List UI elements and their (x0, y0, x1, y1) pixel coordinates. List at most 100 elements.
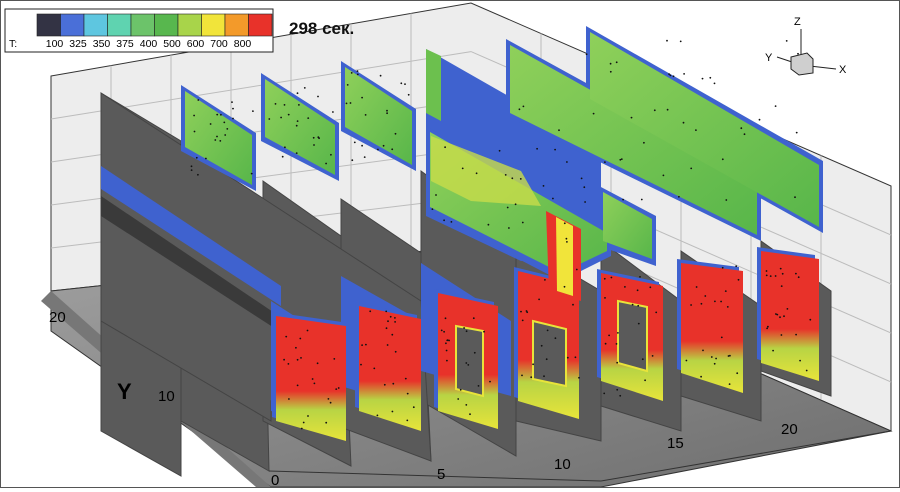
mesh-point (296, 92, 299, 95)
mesh-point (197, 99, 200, 101)
mesh-point (337, 387, 340, 389)
mesh-point (737, 278, 740, 281)
mesh-point (407, 93, 410, 96)
mesh-point (317, 95, 319, 98)
mesh-point (232, 117, 234, 120)
mesh-points (190, 39, 812, 430)
mesh-point (795, 131, 798, 134)
mesh-point (406, 419, 409, 422)
mesh-point (580, 177, 583, 180)
mesh-point (190, 165, 193, 168)
mesh-point (385, 310, 388, 313)
mesh-point (525, 310, 528, 312)
mesh-point (461, 167, 464, 170)
mesh-point (443, 330, 445, 333)
mesh-point (653, 109, 656, 112)
mesh-point (373, 367, 376, 370)
mesh-point (781, 272, 784, 275)
warm-zone (431, 136, 541, 206)
mesh-point (195, 156, 198, 159)
mesh-point (311, 378, 314, 380)
mesh-point (406, 392, 409, 395)
mesh-point (585, 53, 588, 56)
mesh-point (473, 351, 476, 354)
mesh-point (327, 398, 330, 400)
mesh-point (779, 267, 782, 270)
hot-chamber (681, 263, 743, 393)
mesh-point (446, 339, 449, 342)
mesh-point (353, 141, 356, 144)
mesh-point (799, 359, 801, 362)
mesh-point (386, 112, 388, 115)
mesh-point (643, 141, 645, 144)
mesh-point (365, 343, 367, 346)
green-zone (510, 45, 757, 235)
mesh-point (361, 344, 363, 346)
mesh-point (709, 76, 712, 79)
mesh-point (678, 195, 680, 198)
mesh-point (511, 177, 514, 180)
mesh-point (214, 139, 217, 141)
mesh-point (725, 199, 728, 201)
mesh-point (391, 333, 394, 336)
mesh-point (197, 173, 199, 176)
mesh-point (232, 107, 234, 110)
mesh-point (683, 73, 685, 75)
mesh-point (288, 398, 290, 400)
mesh-point (740, 127, 743, 130)
mesh-point (283, 358, 285, 361)
mesh-point (356, 73, 359, 76)
mesh-point (335, 388, 338, 390)
mesh-point (349, 102, 352, 104)
green-zone (590, 32, 819, 227)
mesh-point (385, 327, 388, 330)
mesh-point (332, 111, 334, 113)
mesh-point (540, 344, 543, 347)
legend-level: 600 (187, 38, 205, 50)
hot-chamber (761, 251, 819, 381)
legend-swatch (154, 13, 179, 37)
mesh-point (545, 358, 548, 361)
mesh-point (361, 144, 363, 147)
mesh-point (765, 274, 768, 277)
mesh-point (316, 362, 319, 365)
mesh-point (649, 286, 652, 289)
mesh-point (317, 136, 320, 139)
axis-y-label: Y (765, 52, 773, 64)
mesh-point (333, 358, 336, 360)
mesh-point (325, 421, 328, 424)
y-axis-title: Y (117, 379, 132, 404)
legend-swatch (60, 13, 85, 37)
floor-axis (268, 430, 892, 482)
legend-level: 350 (93, 38, 111, 50)
mesh-point (530, 376, 533, 379)
green-zone (426, 49, 441, 121)
mesh-point (542, 185, 545, 187)
mesh-point (444, 317, 447, 320)
green-zone (345, 67, 412, 165)
x-tick-10: 10 (554, 456, 571, 473)
mesh-point (521, 221, 524, 224)
mesh-point (641, 358, 644, 361)
mesh-point (303, 87, 306, 89)
mesh-point (300, 427, 303, 430)
x-tick-15: 15 (667, 435, 684, 452)
mesh-point (296, 358, 299, 361)
mesh-point (655, 311, 658, 314)
wall-shadow (101, 196, 279, 331)
mesh-point (566, 356, 569, 359)
mesh-point (797, 52, 799, 55)
mesh-point (431, 208, 434, 211)
mesh-point (592, 112, 595, 115)
mesh-point (300, 357, 302, 359)
mesh-point (765, 270, 768, 272)
mesh-point (459, 388, 462, 391)
mesh-point (465, 404, 468, 406)
mesh-point (619, 394, 622, 397)
mesh-point (704, 295, 707, 297)
mesh-point (296, 384, 299, 387)
hot-chamber (359, 306, 421, 431)
mesh-point (252, 110, 254, 112)
mesh-point (467, 364, 470, 366)
